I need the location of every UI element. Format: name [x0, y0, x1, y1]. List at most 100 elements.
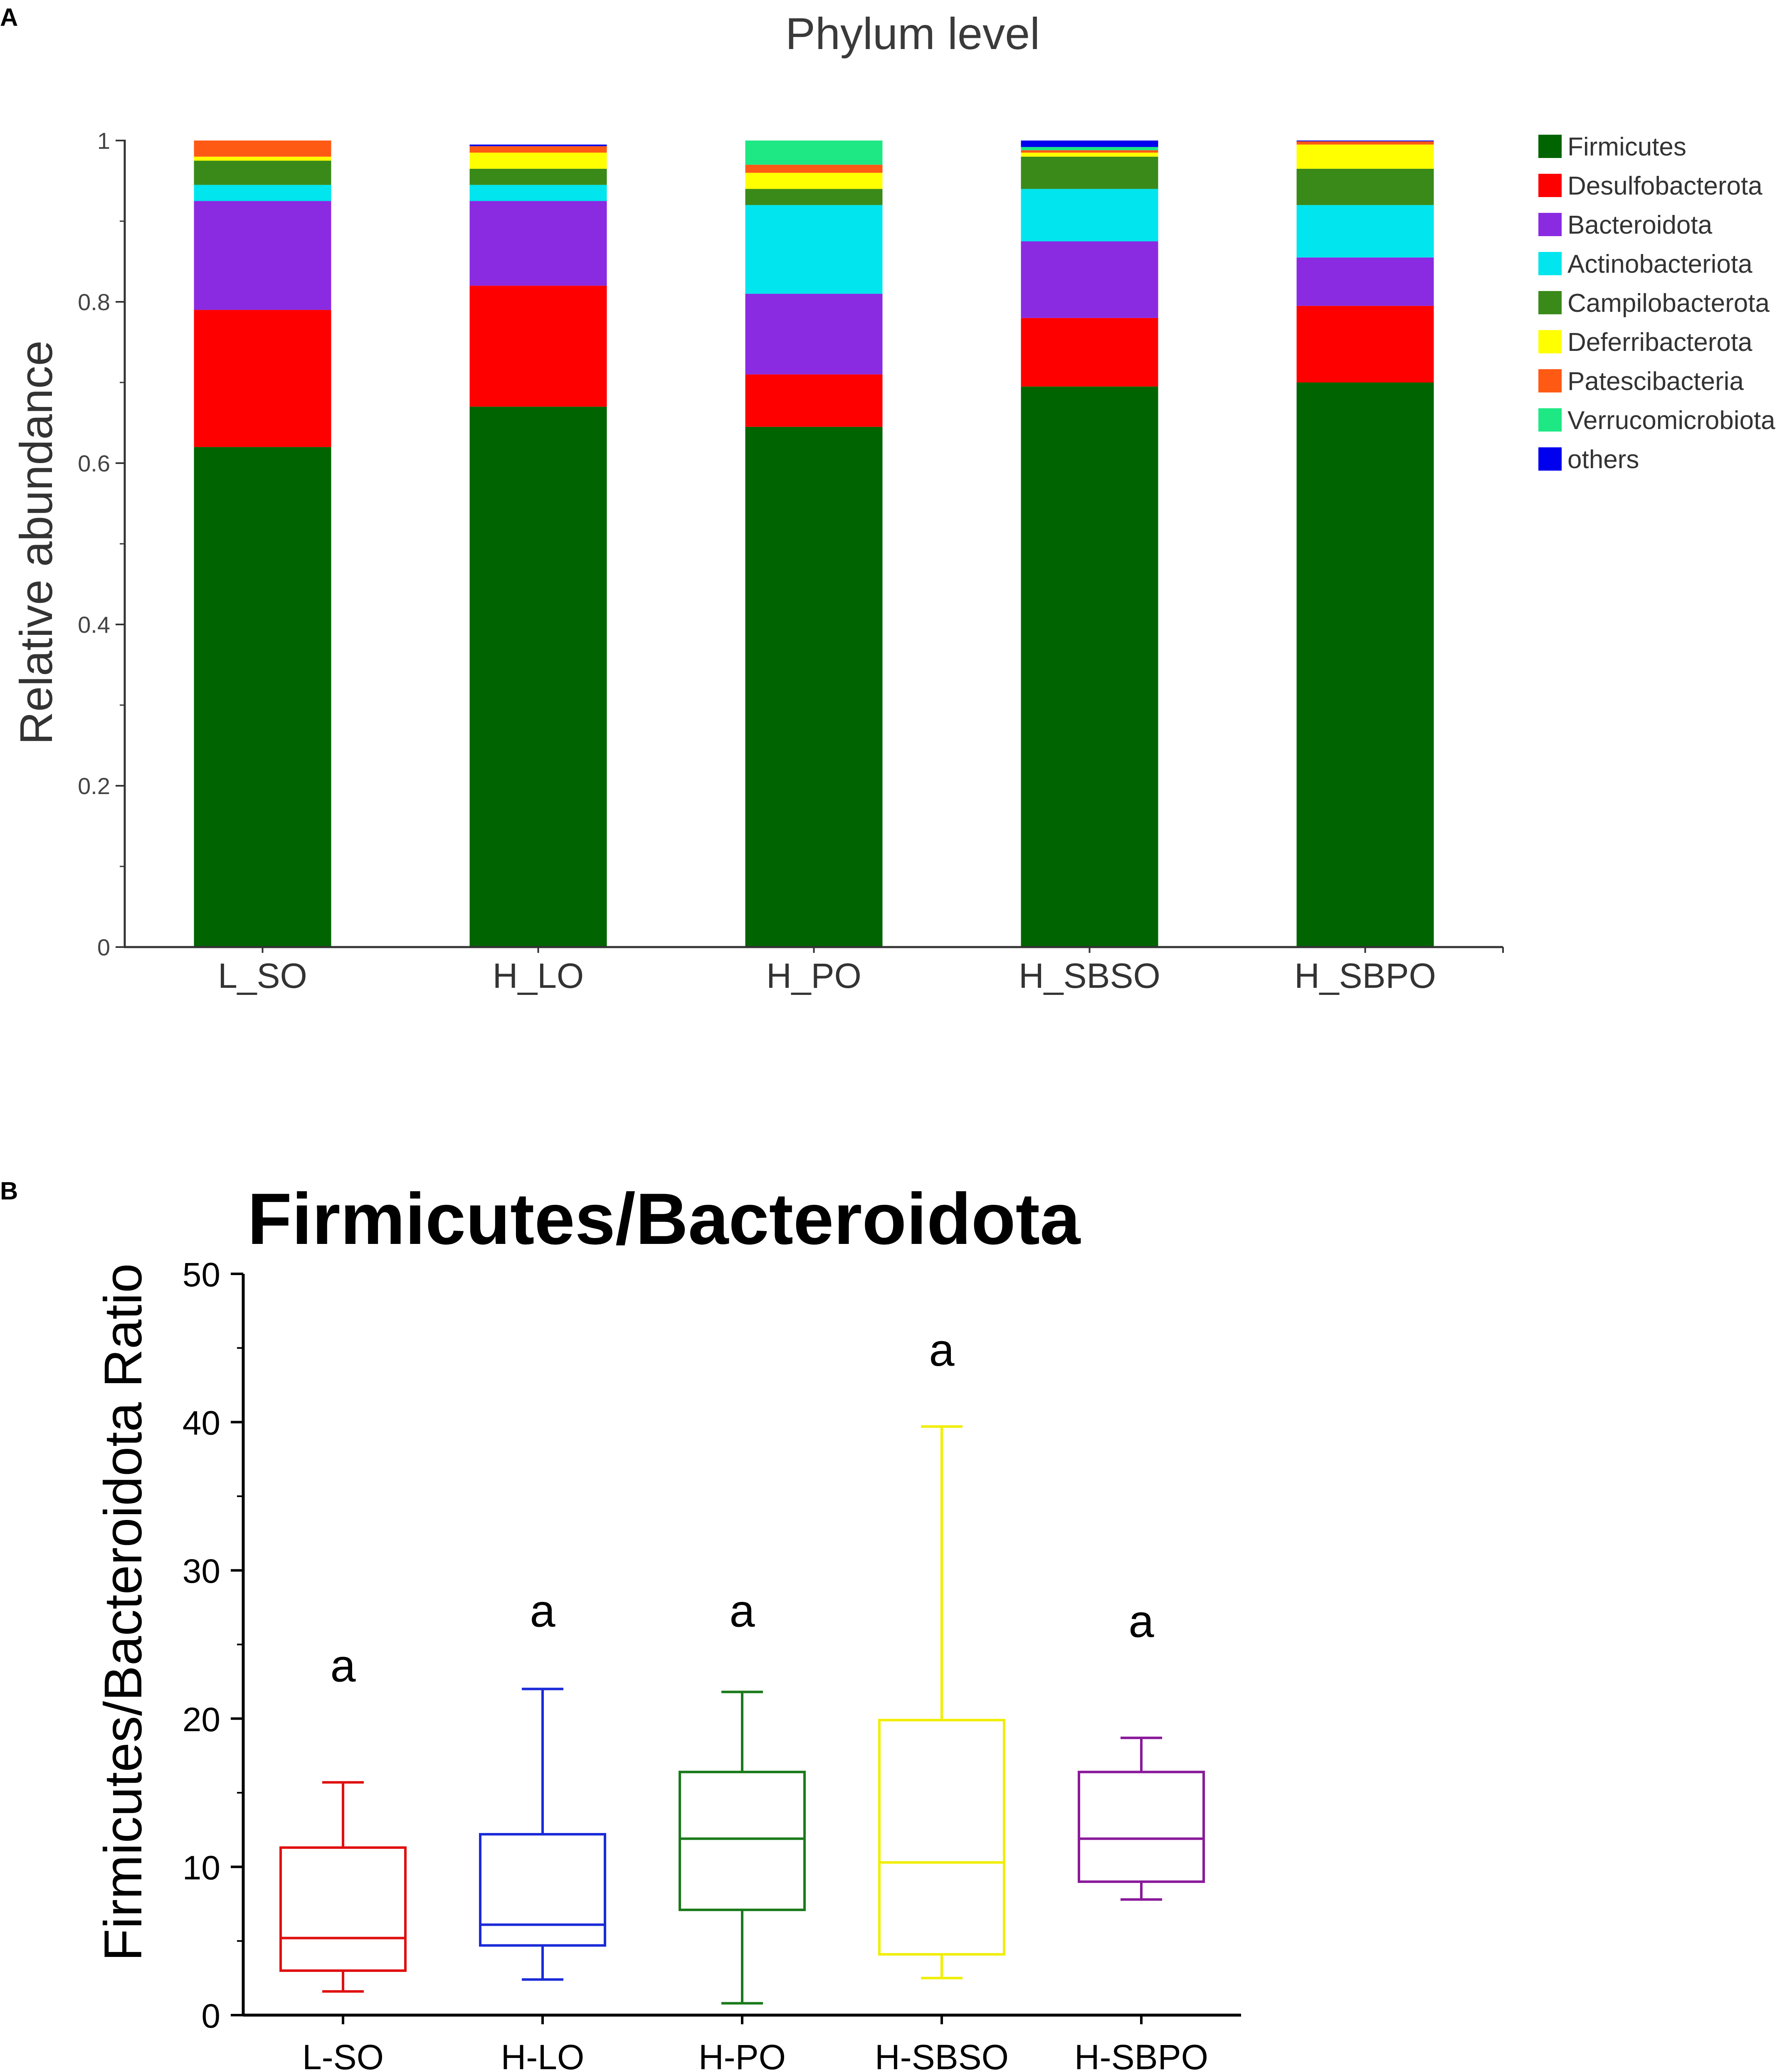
- y-tick-label: 0.4: [78, 612, 110, 638]
- y-tick-label: 0.8: [78, 289, 110, 315]
- bar-segment-h-po-campilobacterota: [745, 189, 883, 205]
- legend-swatch-actinobacteriota: [1538, 252, 1562, 275]
- bar-segment-h-po-deferribacterota: [745, 173, 883, 189]
- bar-segment-h-sbpo-patescibacteria: [1296, 141, 1434, 145]
- y-tick-label: 10: [183, 1849, 220, 1887]
- legend-label-campilobacterota: Campilobacterota: [1567, 289, 1770, 318]
- legend-label-verrucomicrobiota: Verrucomicrobiota: [1567, 406, 1775, 435]
- bar-segment-h-sbpo-actinobacteriota: [1296, 205, 1434, 258]
- legend-label-firmicutes: Firmicutes: [1567, 133, 1686, 161]
- bar-segment-h-lo-firmicutes: [469, 407, 607, 947]
- panel-b-axes: 0 10 20 30 40 50 L-SO H-LO H-PO H-SBSO H-SBPO: [183, 1256, 1241, 2070]
- panel-b-boxes: a a a a a: [279, 1325, 1205, 2005]
- panel-a-axes: L_SO H_LO H_PO H_SBSO H_SBPO 0 0.2 0.4 0.6 0.8 1: [78, 128, 1504, 995]
- panel-a-bars: [194, 141, 1434, 947]
- bar-segment-h-sbso-patescibacteria: [1021, 150, 1158, 153]
- y-tick-label: 20: [183, 1701, 220, 1739]
- significance-letter-h-lo: a: [530, 1586, 555, 1637]
- bar-segment-h-sbso-firmicutes: [1021, 386, 1158, 947]
- legend-label-desulfobacterota: Desulfobacterota: [1567, 172, 1762, 200]
- bar-segment-h-sbso-others: [1021, 141, 1158, 147]
- legend-swatch-deferribacterota: [1538, 330, 1562, 353]
- legend-swatch-patescibacteria: [1538, 369, 1562, 392]
- legend-label-patescibacteria: Patescibacteria: [1567, 367, 1744, 396]
- bar-segment-h-sbpo-firmicutes: [1296, 382, 1434, 947]
- panel-a-ylabel: Relative abundance: [11, 340, 62, 745]
- x-tick-label: H_SBSO: [1019, 956, 1160, 995]
- legend-label-actinobacteriota: Actinobacteriota: [1567, 250, 1753, 279]
- legend-swatch-bacteroidota: [1538, 213, 1562, 236]
- x-tick-label: H_LO: [493, 956, 584, 995]
- panel-b-title: Firmicutes/Bacteroidota: [247, 1179, 1081, 1260]
- box-iqr-h-lo: [479, 1833, 606, 1947]
- x-tick-label: L_SO: [218, 956, 307, 995]
- legend-swatch-campilobacterota: [1538, 291, 1562, 314]
- box-iqr-h-sbso: [878, 1719, 1005, 1956]
- y-tick-label: 0.2: [78, 773, 110, 799]
- y-tick-label: 0: [97, 934, 110, 960]
- bar-segment-h-po-bacteroidota: [745, 294, 883, 375]
- box-iqr-h-po: [679, 1771, 806, 1911]
- significance-letter-h-po: a: [729, 1586, 755, 1637]
- bar-segment-h-po-actinobacteriota: [745, 205, 883, 294]
- bar-segment-h-sbso-bacteroidota: [1021, 241, 1158, 318]
- panel-a-legend: Firmicutes Desulfobacterota Bacteroidota Ac…: [1538, 133, 1775, 474]
- y-tick-label: 50: [183, 1256, 220, 1294]
- bar-segment-l-so-deferribacterota: [194, 156, 331, 161]
- bar-segment-h-sbso-deferribacterota: [1021, 153, 1158, 157]
- significance-letter-h-sbso: a: [929, 1325, 955, 1376]
- x-tick-label: H-SBSO: [875, 2038, 1009, 2070]
- legend-label-bacteroidota: Bacteroidota: [1567, 211, 1713, 239]
- significance-letter-h-sbpo: a: [1128, 1596, 1154, 1647]
- legend-label-others: others: [1567, 445, 1639, 474]
- bar-segment-h-sbpo-deferribacterota: [1296, 144, 1434, 169]
- bar-segment-h-po-patescibacteria: [745, 165, 883, 173]
- legend-swatch-verrucomicrobiota: [1538, 408, 1562, 432]
- bar-segment-h-lo-desulfobacterota: [469, 286, 607, 407]
- bar-segment-h-lo-patescibacteria: [469, 146, 607, 153]
- panel-b-label: B: [0, 1177, 18, 1205]
- y-tick-label: 1: [97, 128, 110, 154]
- bar-segment-l-so-desulfobacterota: [194, 310, 331, 447]
- legend-swatch-firmicutes: [1538, 135, 1562, 158]
- x-tick-label: H-PO: [699, 2038, 786, 2070]
- bar-segment-h-sbso-desulfobacterota: [1021, 318, 1158, 387]
- bar-segment-h-sbso-campilobacterota: [1021, 156, 1158, 189]
- bar-segment-l-so-bacteroidota: [194, 201, 331, 310]
- x-tick-label: H-SBPO: [1074, 2038, 1208, 2070]
- bar-segment-h-po-firmicutes: [745, 427, 883, 947]
- bar-segment-h-po-desulfobacterota: [745, 374, 883, 427]
- y-tick-label: 0: [201, 1997, 220, 2035]
- panel-a-title: Phylum level: [785, 8, 1040, 59]
- bar-segment-h-po-verrucomicrobiota: [745, 141, 883, 165]
- y-tick-label: 30: [183, 1552, 220, 1590]
- bar-segment-h-lo-campilobacterota: [469, 168, 607, 185]
- legend-label-deferribacterota: Deferribacterota: [1567, 328, 1753, 357]
- legend-swatch-others: [1538, 447, 1562, 471]
- box-iqr-l-so: [279, 1846, 407, 1972]
- panel-a-label: A: [0, 3, 18, 31]
- bar-segment-h-lo-bacteroidota: [469, 201, 607, 286]
- bar-segment-h-sbpo-desulfobacterota: [1296, 306, 1434, 382]
- bar-segment-h-sbpo-campilobacterota: [1296, 168, 1434, 205]
- y-tick-label: 0.6: [78, 450, 110, 476]
- bar-segment-h-lo-others: [469, 144, 607, 146]
- bar-segment-l-so-patescibacteria: [194, 141, 331, 157]
- bar-segment-h-sbso-verrucomicrobiota: [1021, 147, 1158, 151]
- significance-letter-l-so: a: [330, 1641, 356, 1692]
- x-tick-label: L-SO: [302, 2038, 384, 2070]
- bar-segment-h-sbpo-bacteroidota: [1296, 257, 1434, 306]
- bar-segment-h-lo-actinobacteriota: [469, 185, 607, 201]
- bar-segment-l-so-firmicutes: [194, 447, 331, 947]
- bar-segment-h-sbso-actinobacteriota: [1021, 189, 1158, 242]
- bar-segment-l-so-campilobacterota: [194, 160, 331, 185]
- x-tick-label: H-LO: [501, 2038, 585, 2070]
- bar-segment-l-so-actinobacteriota: [194, 185, 331, 201]
- x-tick-label: H_PO: [766, 956, 861, 995]
- x-tick-label: H_SBPO: [1294, 956, 1436, 995]
- bar-segment-h-lo-deferribacterota: [469, 153, 607, 169]
- legend-swatch-desulfobacterota: [1538, 174, 1562, 197]
- y-tick-label: 40: [183, 1404, 220, 1442]
- box-iqr-h-sbpo: [1078, 1771, 1205, 1883]
